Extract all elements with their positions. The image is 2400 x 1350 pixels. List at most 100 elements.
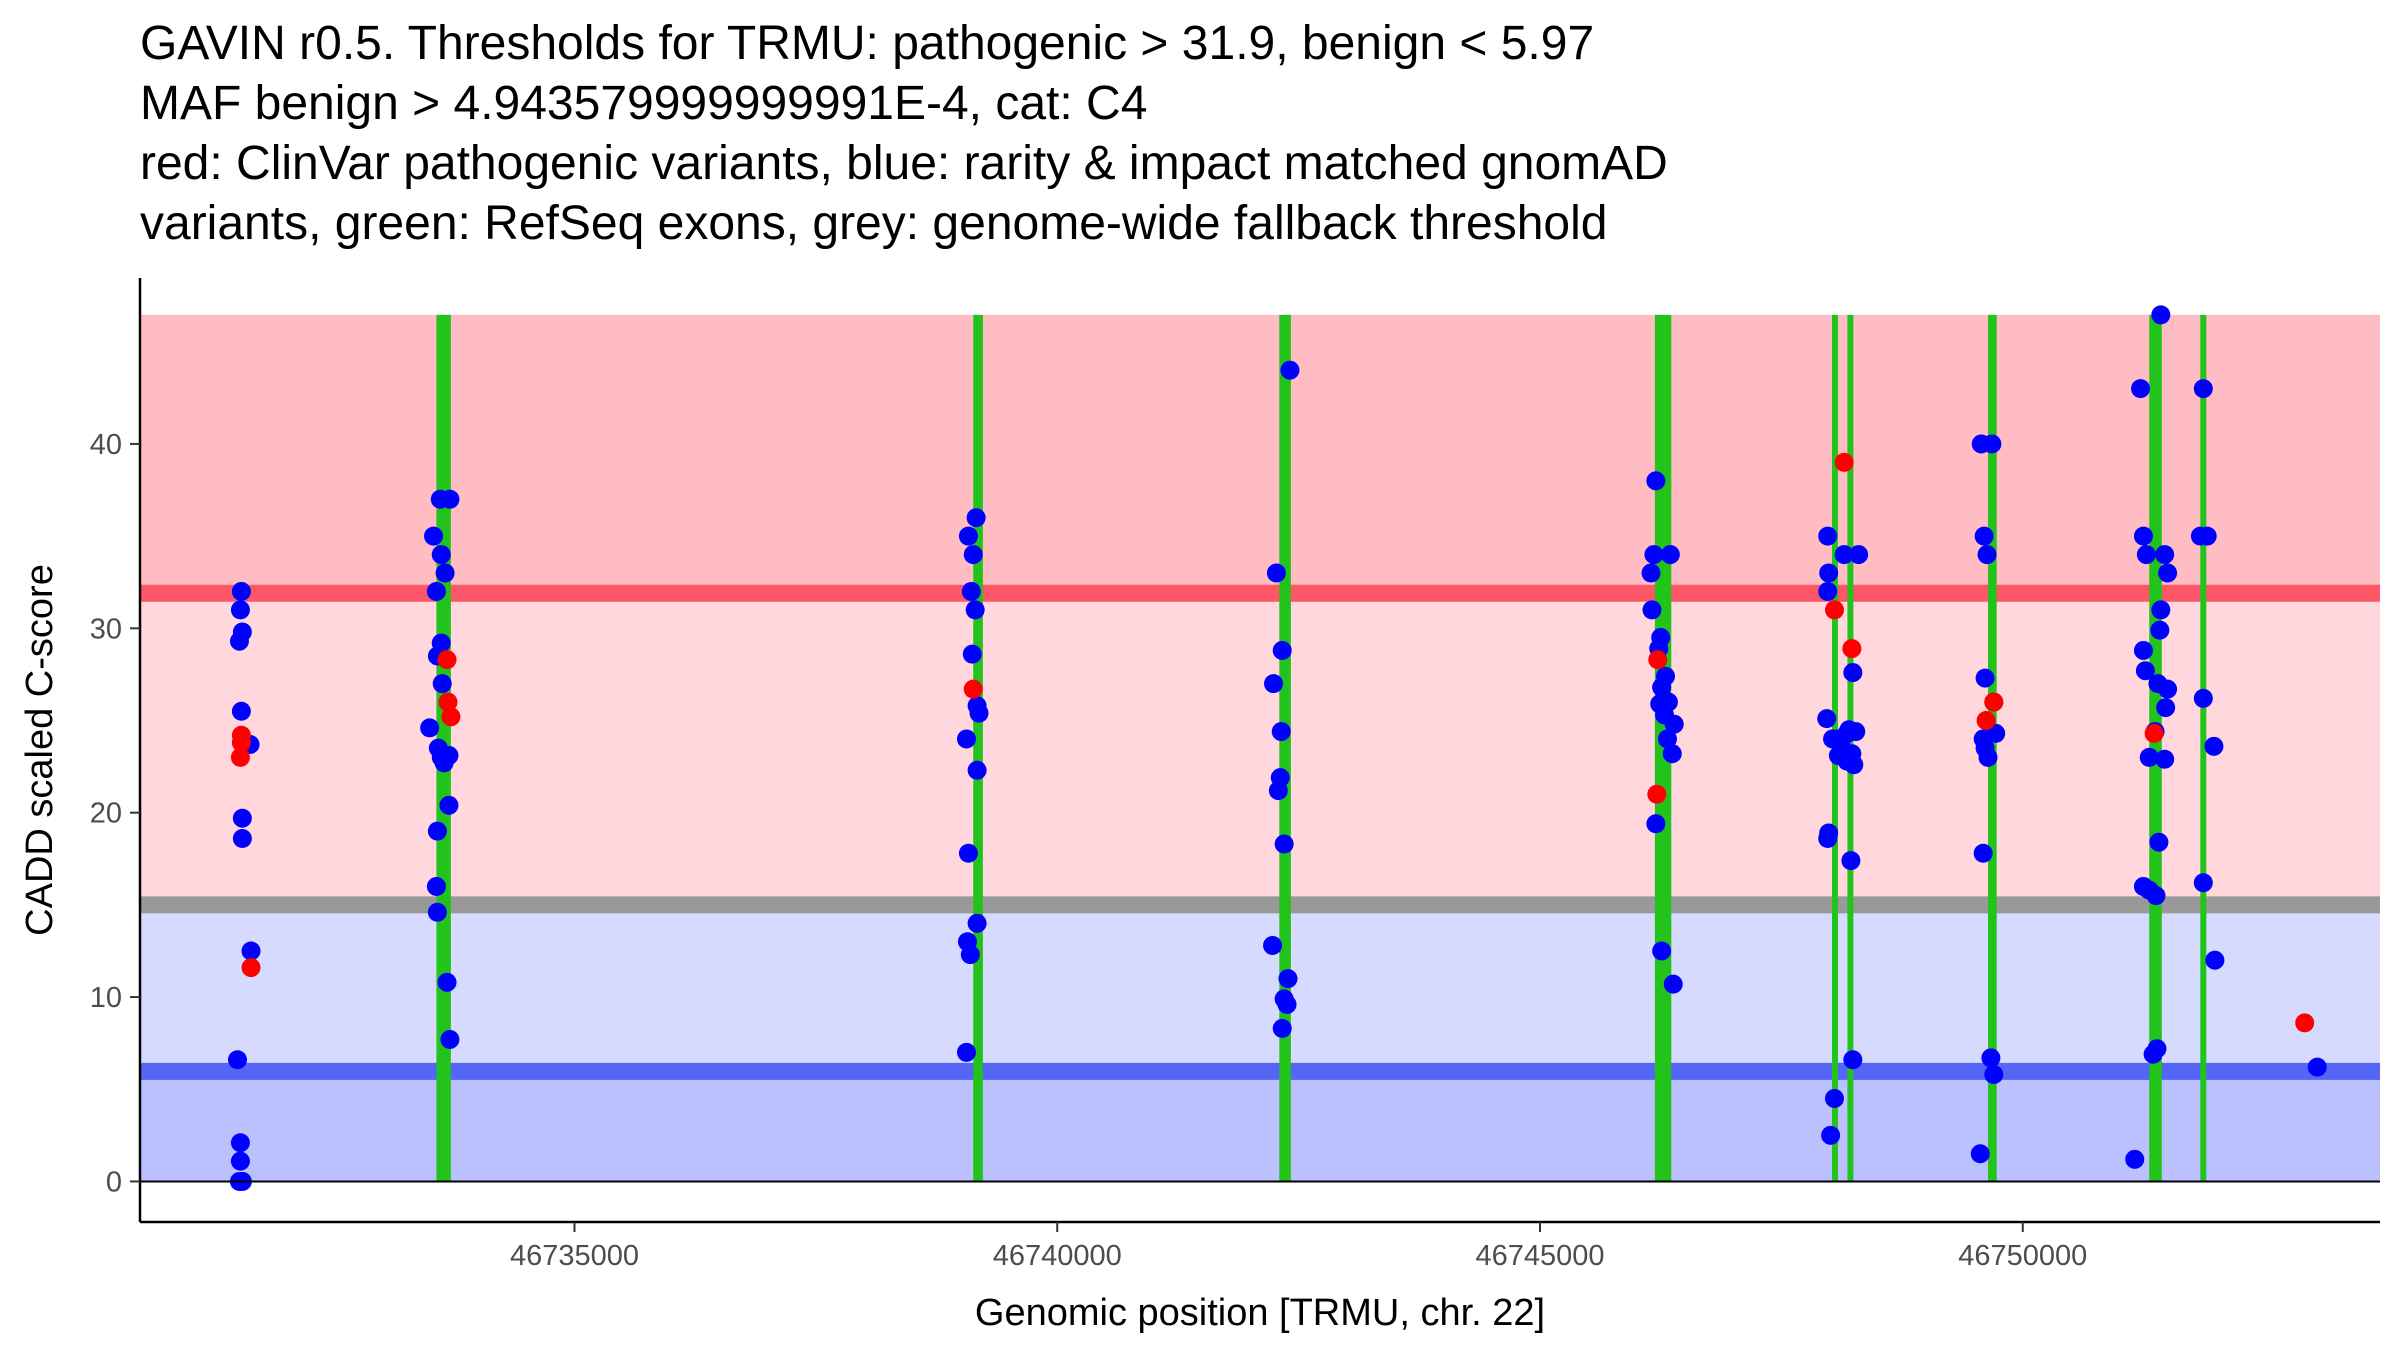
gnomad-point-85 [1818, 581, 1838, 601]
clinvar-pathogenic-point-3 [230, 747, 250, 767]
clinvar-pathogenic-point-15 [1976, 711, 1996, 730]
x-tick-label-1: 46735000 [510, 1240, 639, 1272]
gnomad-point-122 [2155, 545, 2175, 565]
gnomad-point-35 [958, 526, 978, 546]
x-axis-title: Genomic position [TRMU, chr. 22] [975, 1292, 1545, 1334]
gnomad-point-53 [1264, 674, 1284, 694]
gnomad-point-48 [960, 945, 980, 965]
gnomad-point-50 [1266, 563, 1286, 583]
gnomad-point-128 [2158, 679, 2178, 699]
gnomad-point-119 [2151, 305, 2171, 325]
gnomad-point-40 [962, 644, 982, 664]
gnomad-point-79 [1652, 941, 1672, 961]
gnomad-point-65 [1644, 545, 1664, 565]
y-axis-title: CADD scaled C-score [19, 564, 61, 936]
gnomad-point-12 [230, 1151, 250, 1171]
gnomad-point-126 [2135, 661, 2155, 681]
gnomad-point-19 [431, 545, 451, 565]
gnomad-point-124 [2151, 600, 2171, 620]
gnomad-point-83 [1834, 545, 1854, 565]
clinvar-pathogenic-point-8 [963, 679, 983, 699]
gnomad-point-84 [1849, 545, 1869, 565]
threshold-regions [140, 314, 2380, 1182]
gnomad-point-34 [440, 1029, 460, 1049]
gnomad-point-9 [241, 941, 261, 961]
x-tick-label-4: 46750000 [1958, 1240, 2087, 1272]
clinvar-pathogenic-point-13 [1842, 639, 1862, 659]
gnomad-point-38 [961, 581, 981, 601]
gnomad-point-76 [1657, 729, 1677, 749]
gnomad-point-10 [228, 1050, 248, 1070]
clinvar-pathogenic-point-14 [1984, 692, 2004, 712]
gnomad-point-105 [1982, 434, 2002, 454]
gnomad-point-32 [427, 902, 447, 922]
gnomad-point-15 [424, 526, 444, 546]
gnomad-point-145 [2204, 736, 2224, 756]
title-line-3: red: ClinVar pathogenic variants, blue: … [140, 137, 1668, 190]
gnomad-point-102 [1824, 1088, 1844, 1108]
gnomad-point-123 [2158, 563, 2178, 583]
gnomad-point-78 [1646, 814, 1666, 834]
clinvar-pathogenic-point-4 [241, 958, 261, 978]
gnomad-point-133 [2150, 620, 2170, 640]
gnomad-point-108 [1975, 668, 1995, 688]
gnomad-point-51 [1280, 360, 1300, 380]
gnomad-point-64 [1646, 471, 1666, 491]
gnomad-point-143 [2193, 379, 2213, 399]
gnomad-point-1 [231, 581, 251, 601]
gnomad-point-131 [2139, 747, 2159, 767]
clinvar-pathogenic-point-11 [1824, 600, 1844, 620]
gnomad-point-16 [426, 581, 446, 601]
gnomad-point-125 [2133, 640, 2153, 660]
gnomad-point-66 [1660, 545, 1680, 565]
gnomad-point-5 [231, 701, 251, 721]
title-line-2: MAF benign > 4.943579999999991E-4, cat: … [140, 77, 1148, 130]
gnomad-point-117 [1970, 1144, 1990, 1164]
gnomad-point-18 [440, 489, 460, 509]
clinvar-pathogenic-point-16 [2144, 723, 2164, 743]
gnomad-point-129 [2156, 698, 2176, 718]
gnomad-point-118 [2131, 379, 2151, 399]
gnomad-point-45 [958, 843, 978, 863]
gnomad-point-87 [1817, 709, 1837, 729]
y-tick-label-5: 40 [90, 429, 122, 461]
gnomad-point-24 [420, 718, 440, 738]
exon-bar-3 [1279, 314, 1291, 1182]
gnomad-point-44 [956, 729, 976, 749]
clinvar-pathogenic-point-2 [231, 733, 251, 753]
gnomad-point-106 [1974, 526, 1994, 546]
gnomad-point-92 [1846, 722, 1866, 742]
gnomad-point-100 [1841, 851, 1861, 871]
gnomad-point-36 [966, 508, 986, 528]
gnomad-point-39 [965, 600, 985, 620]
gnomad-point-113 [1978, 747, 1998, 767]
clinvar-pathogenic-point-5 [437, 650, 457, 670]
gnomad-point-71 [1652, 677, 1672, 697]
gnomad-point-115 [1981, 1048, 2001, 1068]
y-tick-label-3: 20 [90, 798, 122, 830]
gnomad-point-54 [1271, 722, 1291, 742]
y-tick-label-4: 30 [90, 613, 122, 645]
gnomad-point-139 [2143, 1044, 2163, 1064]
gnomad-point-62 [1272, 1018, 1292, 1038]
exon-bar-2 [973, 314, 983, 1182]
gnomad-point-140 [2125, 1149, 2145, 1169]
clinvar-pathogenic-point-6 [438, 692, 458, 712]
gnomad-point-37 [963, 545, 983, 565]
gnomad-point-80 [1663, 974, 1683, 994]
gnomad-point-75 [1664, 714, 1684, 734]
gnomad-point-59 [1278, 969, 1298, 989]
gnomad-point-56 [1268, 781, 1288, 801]
y-axis-ticks: 0 10 20 30 40 [90, 429, 140, 1198]
gnomad-point-144 [2193, 688, 2213, 708]
gnomad-point-11 [230, 1133, 250, 1153]
region-intermediate-benign [140, 904, 2380, 1072]
y-tick-label-2: 10 [90, 982, 122, 1014]
gnomad-point-107 [1977, 545, 1997, 565]
axes: 46735000 46740000 46745000 46750000 0 10 20 30… [19, 278, 2380, 1334]
clinvar-pathogenic-point-12 [1834, 452, 1854, 472]
title-line-1: GAVIN r0.5. Thresholds for TRMU: pathoge… [140, 17, 1595, 70]
gnomad-point-77 [1662, 744, 1682, 764]
x-axis-ticks: 46735000 46740000 46745000 46750000 [510, 1222, 2087, 1272]
